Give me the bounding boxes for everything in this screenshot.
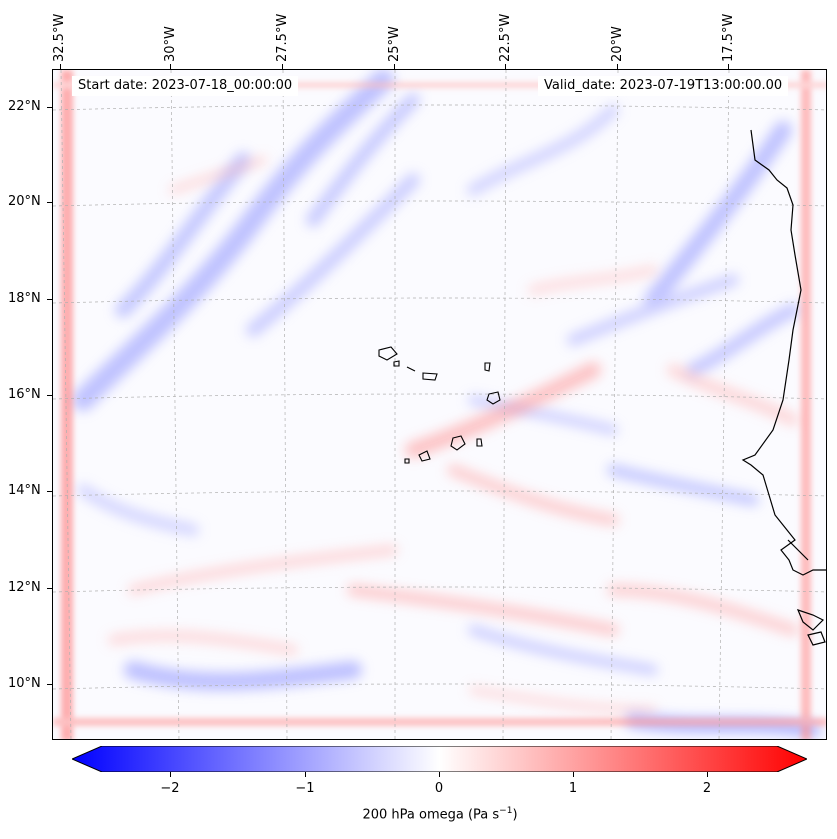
lat-tickmark xyxy=(47,491,52,492)
colorbar-label-exponent: −1 xyxy=(499,806,513,816)
map-area xyxy=(52,69,827,740)
lat-tick-label: 10°N xyxy=(8,676,41,691)
colorbar-tick-label: 1 xyxy=(568,781,578,796)
positive-omega-regions xyxy=(108,156,799,714)
cape-verde-islands xyxy=(378,346,501,464)
lat-tickmark xyxy=(47,395,52,396)
valid-date-label: Valid_date: 2023-07-19T13:00:00.00 xyxy=(538,76,789,96)
lat-tickmark xyxy=(47,107,52,108)
lon-tickmark xyxy=(60,64,61,69)
gridlines xyxy=(53,70,826,739)
lat-tick-label: 14°N xyxy=(8,483,41,498)
lon-tickmark xyxy=(394,64,395,69)
omega-field xyxy=(53,70,826,739)
colorbar-tickmark xyxy=(707,772,708,777)
lat-tick-label: 22°N xyxy=(8,99,41,114)
lon-tick-label: 32.5°W xyxy=(52,13,67,62)
coastline xyxy=(741,129,826,646)
colorbar-label-close: ) xyxy=(512,807,518,823)
lon-tickmark xyxy=(170,64,171,69)
lon-tickmark xyxy=(728,64,729,69)
boundary-zone xyxy=(53,70,826,739)
lat-tickmark xyxy=(47,299,52,300)
lat-tickmark xyxy=(47,588,52,589)
colorbar-label: 200 hPa omega (Pa s−1) xyxy=(0,806,837,822)
colorbar-tick-label: −2 xyxy=(160,781,180,796)
colorbar-tick-label: 0 xyxy=(434,781,444,796)
colorbar-tickmark xyxy=(439,772,440,777)
colorbar-tickmark xyxy=(573,772,574,777)
start-date-label: Start date: 2023-07-18_00:00:00 xyxy=(72,76,299,96)
colorbar-label-text: 200 hPa omega (Pa s xyxy=(362,807,500,823)
colorbar-tickmark xyxy=(170,772,171,777)
lon-tick-label: 20°W xyxy=(610,26,625,62)
lon-tick-label: 17.5°W xyxy=(721,13,736,62)
colorbar-tick-label: −1 xyxy=(295,781,315,796)
colorbar xyxy=(72,746,807,772)
lat-tickmark xyxy=(47,202,52,203)
colorbar-gradient xyxy=(72,746,807,772)
lon-tick-label: 25°W xyxy=(387,26,402,62)
lon-tick-label: 22.5°W xyxy=(498,13,513,62)
lon-tick-label: 27.5°W xyxy=(275,13,290,62)
lat-tickmark xyxy=(47,684,52,685)
colorbar-tick-label: 2 xyxy=(702,781,712,796)
lon-tickmark xyxy=(617,64,618,69)
lon-tick-label: 30°W xyxy=(163,26,178,62)
lat-tick-label: 18°N xyxy=(8,291,41,306)
lat-tick-label: 20°N xyxy=(8,194,41,209)
lat-tick-label: 12°N xyxy=(8,580,41,595)
lat-tick-label: 16°N xyxy=(8,387,41,402)
colorbar-tickmark xyxy=(305,772,306,777)
lon-tickmark xyxy=(505,64,506,69)
lon-tickmark xyxy=(282,64,283,69)
